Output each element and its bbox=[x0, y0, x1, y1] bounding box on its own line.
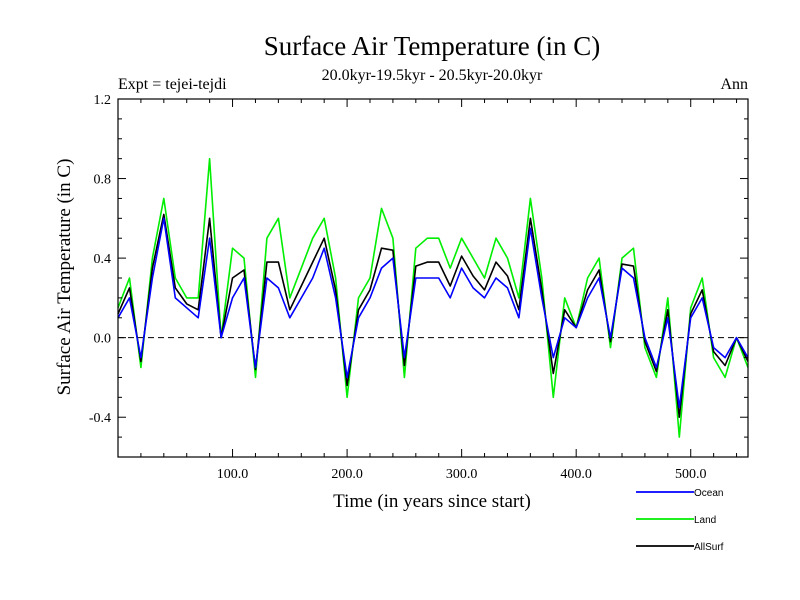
season-label: Ann bbox=[720, 76, 748, 93]
x-axis-label: Time (in years since start) bbox=[333, 491, 531, 512]
y-tick-label: 0.4 bbox=[94, 252, 112, 267]
y-tick-label: -0.4 bbox=[89, 411, 111, 426]
y-tick-label: 0.8 bbox=[94, 173, 112, 188]
series-line-allsurf bbox=[117, 213, 749, 419]
chart-title: Surface Air Temperature (in C) bbox=[264, 31, 601, 61]
x-tick-label: 400.0 bbox=[560, 467, 592, 482]
x-tick-label: 200.0 bbox=[331, 467, 363, 482]
plot-area: 100.0 200.0 300.0 400.0 500.0 -0.4 0.0 0.4 0.8 1.… bbox=[89, 93, 749, 482]
series-line-land bbox=[117, 157, 749, 438]
x-tick-label: 300.0 bbox=[446, 467, 478, 482]
legend: Ocean Land AllSurf bbox=[636, 488, 724, 553]
y-tick-label: 1.2 bbox=[94, 93, 112, 108]
legend-label-allsurf: AllSurf bbox=[694, 542, 724, 553]
x-tick-label: 500.0 bbox=[675, 467, 707, 482]
y-axis-label: Surface Air Temperature (in C) bbox=[54, 159, 75, 396]
chart-subtitle: 20.0kyr-19.5kyr - 20.5kyr-20.0kyr bbox=[322, 67, 543, 84]
y-tick-label: 0.0 bbox=[94, 332, 112, 347]
experiment-label: Expt = tejei-tejdi bbox=[118, 76, 227, 93]
legend-label-ocean: Ocean bbox=[694, 488, 723, 499]
legend-label-land: Land bbox=[694, 515, 716, 526]
series-line-ocean bbox=[117, 217, 749, 409]
x-tick-label: 100.0 bbox=[217, 467, 249, 482]
